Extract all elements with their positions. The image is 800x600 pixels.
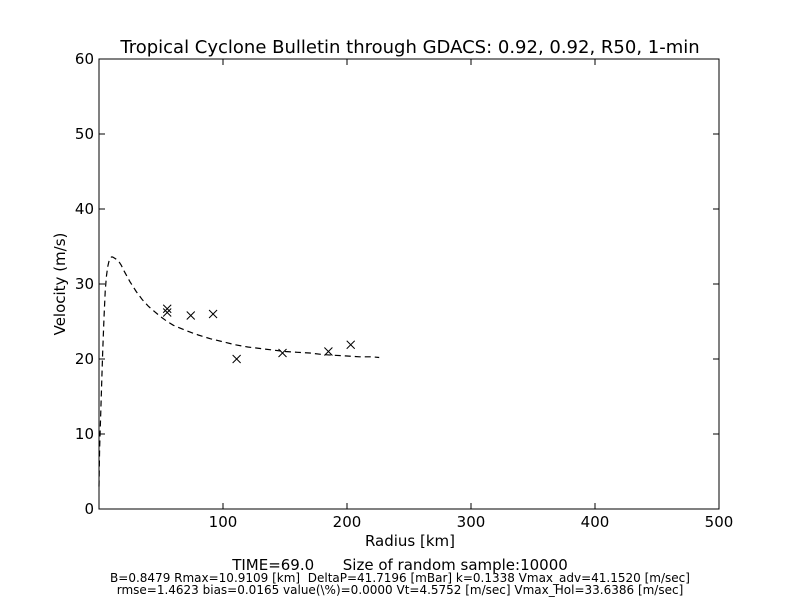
y-tick-label: 40 — [75, 200, 94, 218]
y-tick-label: 60 — [75, 50, 94, 68]
data-point-x-marker — [208, 309, 218, 319]
data-point-x-marker — [162, 308, 172, 317]
observation-markers — [162, 304, 356, 364]
fit-curve — [98, 256, 380, 487]
y-tick-label: 10 — [75, 425, 94, 443]
x-axis-label: Radius [km] — [365, 532, 455, 550]
y-tick-label: 0 — [84, 500, 94, 518]
x-tick-label: 200 — [333, 513, 362, 531]
data-point-x-marker — [162, 304, 172, 314]
x-tick-label: 100 — [209, 513, 238, 531]
fit-curve-line — [98, 256, 380, 487]
x-tick-label: 500 — [705, 513, 734, 531]
footer-line-1: TIME=69.0 Size of random sample:10000 — [231, 556, 568, 574]
footer-line-2: B=0.8479 Rmax=10.9109 [km] DeltaP=41.719… — [110, 571, 690, 585]
footer-line-3: rmse=1.4623 bias=0.0165 value(\%)=0.0000… — [117, 583, 684, 597]
data-point-x-marker — [346, 340, 356, 350]
y-axis-label: Velocity (m/s) — [51, 233, 69, 336]
y-tick-label: 50 — [75, 125, 94, 143]
y-tick-label: 30 — [75, 275, 94, 293]
data-point-x-marker — [278, 348, 287, 358]
x-tick-label: 400 — [581, 513, 610, 531]
data-point-x-marker — [186, 311, 196, 320]
plot-frame — [98, 58, 720, 510]
data-point-x-marker — [232, 354, 241, 364]
chart-title: Tropical Cyclone Bulletin through GDACS:… — [119, 37, 699, 58]
y-tick-label: 20 — [75, 350, 94, 368]
axis-ticks: 100 200 300 400 500 0 10 20 30 40 50 60 — [75, 50, 733, 531]
x-tick-label: 300 — [457, 513, 486, 531]
data-point-x-marker — [324, 347, 333, 356]
